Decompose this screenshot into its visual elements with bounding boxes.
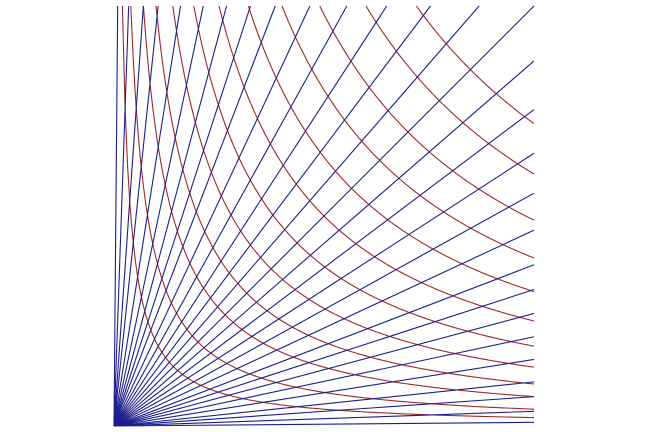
ray-line-8 — [113, 289, 535, 427]
ray-line-25 — [113, 5, 182, 427]
hyperbola-curve-12 — [415, 5, 535, 125]
ray-line-24 — [113, 5, 204, 427]
ray-line-1 — [113, 421, 535, 427]
ray-line-21 — [113, 5, 276, 427]
hyperbola-curve-8 — [247, 5, 535, 293]
ray-line-11 — [113, 192, 535, 427]
ray-line-15 — [113, 5, 535, 427]
ray-line-14 — [113, 60, 535, 427]
hyperbola-curve-9 — [281, 5, 535, 259]
ray-line-12 — [113, 152, 535, 427]
ray-line-22 — [113, 5, 251, 427]
ray-line-26 — [113, 5, 159, 427]
hyperbola-curve-10 — [319, 5, 535, 221]
hyperbola-curve-7 — [218, 5, 535, 322]
ray-line-28 — [113, 5, 130, 427]
ray-line-9 — [113, 264, 535, 427]
hyperbola-curve-11 — [365, 5, 535, 175]
ray-line-16 — [113, 5, 480, 427]
ray-line-20 — [113, 5, 311, 427]
ray-line-23 — [113, 5, 228, 427]
ray-line-18 — [113, 5, 388, 427]
ray-line-13 — [113, 109, 535, 427]
ray-line-6 — [113, 336, 535, 427]
ray-line-27 — [113, 5, 144, 427]
ray-line-2 — [113, 410, 535, 427]
ray-family — [113, 5, 535, 427]
hyperbola-curve-1 — [121, 5, 535, 419]
hyperbola-curve-4 — [155, 5, 535, 385]
ray-line-19 — [113, 5, 348, 427]
ray-line-10 — [113, 229, 535, 427]
ray-line-4 — [113, 381, 535, 427]
ray-line-3 — [113, 396, 535, 427]
ray-line-5 — [113, 358, 535, 427]
hyperbola-curve-5 — [172, 5, 535, 368]
ray-line-7 — [113, 312, 535, 427]
ray-line-17 — [113, 5, 431, 427]
ray-line-29 — [113, 5, 119, 427]
hyperbola-curve-3 — [142, 5, 535, 398]
